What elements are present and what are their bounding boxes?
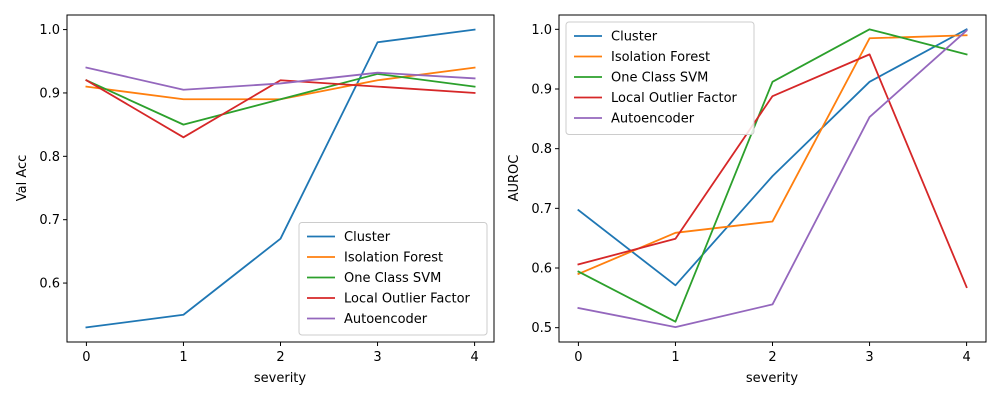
auroc-legend-label-local-outlier-factor: Local Outlier Factor xyxy=(611,91,738,106)
val-acc-y-ticks: 0.6 0.7 0.8 0.9 1.0 xyxy=(39,23,67,292)
val-acc-series-cluster xyxy=(85,28,476,329)
auroc-series-cluster xyxy=(577,28,968,287)
auroc-legend-label-autoencoder: Autoencoder xyxy=(611,112,695,127)
auroc-y-tick-label: 0.9 xyxy=(531,82,552,97)
auroc-x-tick-label: 3 xyxy=(865,350,873,365)
val-acc-x-tick-label: 3 xyxy=(373,350,381,365)
auroc-legend-label-isolation-forest: Isolation Forest xyxy=(611,50,710,65)
auroc-y-axis-label: AUROC xyxy=(507,155,522,202)
val-acc-legend-label-cluster: Cluster xyxy=(344,230,391,245)
auroc-lines xyxy=(577,28,968,328)
auroc-x-tick-label: 2 xyxy=(768,350,776,365)
val-acc-x-tick-label: 4 xyxy=(470,350,478,365)
val-acc-series-autoencoder xyxy=(85,66,476,91)
auroc-y-tick-label: 0.6 xyxy=(531,262,552,277)
auroc-series-autoencoder xyxy=(577,29,968,328)
auroc-x-tick-label: 0 xyxy=(574,350,582,365)
val-acc-x-tick-label: 1 xyxy=(179,350,187,365)
auroc-legend-label-cluster: Cluster xyxy=(611,30,658,45)
auroc-y-ticks: 0.5 0.6 0.7 0.8 0.9 1.0 xyxy=(531,23,559,336)
val-acc-legend: Cluster Isolation Forest One Class SVM Loca… xyxy=(298,222,488,336)
val-acc-y-tick-label: 0.8 xyxy=(39,150,60,165)
auroc-series-one-class-svm xyxy=(577,28,968,323)
val-acc-y-tick-label: 1.0 xyxy=(39,23,60,38)
auroc-x-tick-label: 4 xyxy=(962,350,970,365)
auroc-y-tick-label: 0.7 xyxy=(531,202,552,217)
val-acc-x-ticks: 0 1 2 3 4 xyxy=(82,342,479,365)
val-acc-x-tick-label: 0 xyxy=(82,350,90,365)
val-acc-lines xyxy=(85,28,476,329)
val-acc-x-axis-label: severity xyxy=(254,371,307,386)
val-acc-legend-label-isolation-forest: Isolation Forest xyxy=(344,251,443,266)
auroc-x-ticks: 0 1 2 3 4 xyxy=(574,342,971,365)
val-acc-legend-label-local-outlier-factor: Local Outlier Factor xyxy=(344,292,471,307)
val-acc-x-tick-label: 2 xyxy=(276,350,284,365)
auroc-y-tick-label: 1.0 xyxy=(531,23,552,38)
auroc-y-tick-label: 0.5 xyxy=(531,321,552,336)
auroc-y-tick-label: 0.8 xyxy=(531,142,552,157)
val-acc-series-local-outlier-factor xyxy=(85,79,476,139)
auroc-x-tick-label: 1 xyxy=(671,350,679,365)
auroc-legend-frame xyxy=(565,21,755,135)
val-acc-legend-label-autoencoder: Autoencoder xyxy=(344,312,428,327)
val-acc-panel: 0 1 2 3 4 0.6 0.7 0.8 0.9 1.0 severity Val Acc C… xyxy=(15,14,495,386)
val-acc-legend-label-one-class-svm: One Class SVM xyxy=(344,271,441,286)
auroc-legend: Cluster Isolation Forest One Class SVM Loca… xyxy=(565,21,755,135)
val-acc-legend-frame xyxy=(298,222,488,336)
auroc-x-axis-label: severity xyxy=(746,371,799,386)
val-acc-y-tick-label: 0.9 xyxy=(39,86,60,101)
val-acc-y-axis-label: Val Acc xyxy=(15,155,30,202)
auroc-legend-label-one-class-svm: One Class SVM xyxy=(611,71,708,86)
auroc-series-local-outlier-factor xyxy=(577,53,968,289)
val-acc-series-one-class-svm xyxy=(85,73,476,126)
val-acc-y-tick-label: 0.7 xyxy=(39,213,60,228)
val-acc-y-tick-label: 0.6 xyxy=(39,277,60,292)
